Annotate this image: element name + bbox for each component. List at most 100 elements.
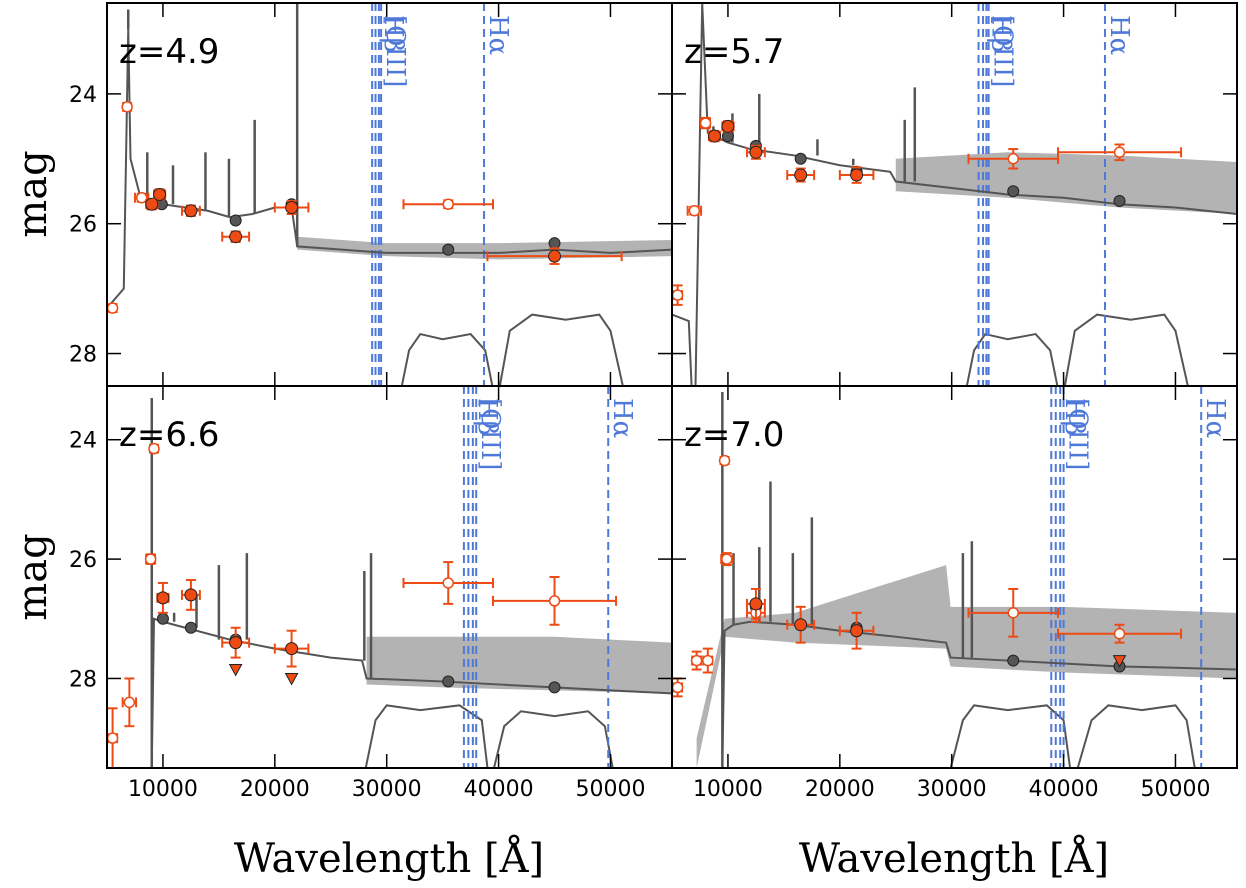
observed-detection-point (145, 197, 159, 211)
emission-line-label: Hα (1200, 398, 1230, 438)
emission-line-label: Hβ (1059, 398, 1089, 436)
x-tick-label: 40000 (1029, 777, 1099, 802)
observed-open-point (1007, 607, 1019, 619)
filter-transmission-curve (492, 710, 614, 768)
observed-detection-point (285, 200, 299, 214)
observed-detection-point (794, 618, 808, 632)
observed-detection-point (721, 119, 735, 133)
observed-detection-point (749, 597, 763, 611)
observed-open-point (1007, 153, 1019, 165)
observed-detection-point (156, 591, 170, 605)
y-tick-label: 26 (69, 213, 97, 238)
upper-limit-marker (1112, 655, 1127, 668)
x-tick-label: 50000 (1140, 777, 1210, 802)
emission-line-label: [OIII] (1063, 398, 1093, 470)
emission-line-label: [OIII] (475, 398, 505, 470)
model-photometry-point (442, 675, 455, 688)
x-tick-label: 40000 (464, 777, 534, 802)
model-uncertainty-band (696, 565, 1237, 768)
model-photometry-point (1007, 654, 1020, 667)
observed-open-point (672, 289, 684, 301)
panel-plot-area (107, 386, 672, 768)
y-tick-label: 26 (69, 548, 97, 573)
model-photometry-point (548, 681, 561, 694)
filter-transmission-curve (400, 332, 494, 386)
observed-open-point (135, 191, 148, 204)
observed-open-point (718, 454, 731, 467)
observed-detection-point (548, 249, 562, 263)
observed-open-point (1113, 146, 1126, 159)
panel-redshift-label: z=6.6 (119, 415, 219, 455)
model-photometry-point (442, 243, 455, 256)
observed-detection-point (285, 642, 299, 656)
observed-detection-point (153, 188, 167, 201)
observed-open-point (123, 696, 136, 709)
model-photometry-point (1113, 194, 1126, 207)
emission-line-label: Hα (483, 15, 513, 55)
panel-redshift-label: z=7.0 (684, 415, 784, 455)
emission-line-label: Hα (1104, 15, 1134, 55)
emission-line-label: Hα (607, 398, 637, 438)
x-axis-title: Wavelength [Å] (234, 835, 544, 882)
model-photometry-point (548, 237, 561, 250)
x-tick-label: 50000 (575, 777, 645, 802)
observed-detection-point (794, 168, 808, 182)
observed-open-point (121, 101, 133, 113)
x-tick-label: 10000 (128, 777, 198, 802)
observed-detection-point (749, 145, 763, 159)
filter-transmission-curve (949, 704, 1072, 768)
emission-line-label: [OIII] (380, 15, 410, 87)
observed-open-point (107, 732, 119, 744)
observed-open-point (688, 204, 701, 217)
observed-open-point (107, 302, 119, 314)
model-photometry-point (794, 152, 807, 165)
panel-redshift-label: z=5.7 (684, 32, 784, 72)
observed-open-point (690, 654, 703, 667)
x-tick-label: 20000 (805, 777, 875, 802)
model-spectrum (672, 3, 1237, 386)
x-tick-label: 30000 (352, 777, 422, 802)
model-uncertainty-band (895, 152, 1237, 214)
emission-line-label: Hβ (985, 15, 1015, 53)
filter-transmission-curve (1076, 704, 1196, 768)
observed-detection-point (708, 129, 722, 143)
observed-detection-point (850, 168, 864, 182)
y-tick-label: 24 (69, 83, 97, 108)
model-photometry-point (184, 621, 197, 634)
y-tick-label: 28 (69, 667, 97, 692)
observed-detection-point (184, 588, 198, 602)
observed-detection-point (184, 204, 198, 218)
observed-open-point (721, 553, 733, 565)
y-tick-label: 24 (69, 429, 97, 454)
y-axis-title: mag (10, 533, 56, 620)
emission-line-label: Hβ (378, 15, 408, 53)
model-photometry-point (156, 612, 169, 625)
observed-open-point (144, 553, 157, 565)
panel-plot-area (107, 3, 672, 386)
panel-plot-area (672, 3, 1237, 386)
filter-transmission-curve (1063, 313, 1189, 386)
observed-detection-point (229, 636, 243, 650)
x-tick-label: 20000 (240, 777, 310, 802)
observed-open-point (672, 681, 684, 694)
observed-open-point (699, 117, 712, 129)
x-axis-title: Wavelength [Å] (799, 835, 1109, 882)
observed-open-point (442, 577, 454, 589)
y-tick-label: 28 (69, 343, 97, 368)
model-photometry-point (1007, 185, 1020, 198)
panel-redshift-label: z=4.9 (119, 32, 219, 72)
filter-transmission-curve (965, 332, 1059, 386)
observed-open-point (548, 595, 561, 607)
x-tick-label: 10000 (693, 777, 763, 802)
model-photometry-point (229, 214, 242, 227)
y-axis-title: mag (10, 150, 56, 237)
upper-limit-marker (228, 664, 243, 677)
emission-line-label: [OIII] (988, 15, 1018, 87)
emission-line-label: Hβ (472, 398, 502, 436)
model-spectrum (721, 620, 1237, 768)
filter-transmission-curve (498, 313, 624, 386)
x-tick-label: 30000 (917, 777, 987, 802)
upper-limit-marker (284, 672, 299, 686)
observed-open-point (442, 198, 454, 210)
